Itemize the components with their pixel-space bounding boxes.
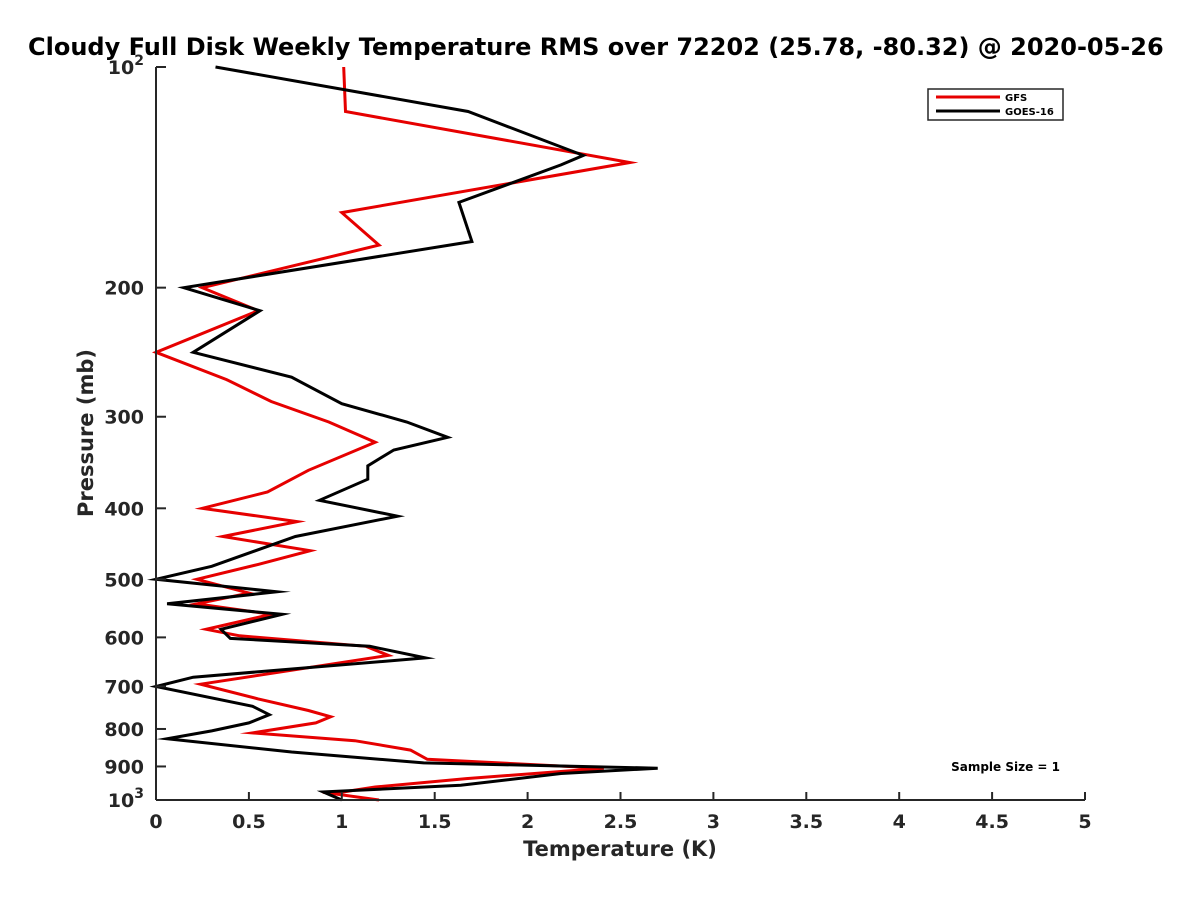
y-tick-label: 400: [104, 498, 144, 520]
x-tick-label: 3.5: [789, 811, 823, 833]
y-tick-label: 300: [104, 407, 144, 429]
legend: GFS GOES-16: [927, 88, 1064, 121]
y-tick-label: 102: [108, 53, 144, 79]
x-tick-label: 4: [893, 811, 906, 833]
x-tick-label: 1.5: [418, 811, 452, 833]
x-tick-label: 2: [521, 811, 534, 833]
x-tick-label: 5: [1078, 811, 1091, 833]
x-tick-label: 0.5: [232, 811, 266, 833]
x-tick-label: 3: [707, 811, 720, 833]
y-axis-label: Pressure (mb): [74, 349, 98, 517]
y-tick-label: 200: [104, 278, 144, 300]
legend-box: [927, 88, 1064, 121]
chart-title: Cloudy Full Disk Weekly Temperature RMS …: [28, 33, 1164, 61]
x-axis-label: Temperature (K): [523, 837, 717, 861]
series-line-gfs: [151, 66, 639, 802]
x-tick-label: 1: [335, 811, 348, 833]
axes: 0 0.5 1 1.5 2 2.5 3 3.5 4 4.5 5 102 200 300 400 500 600 7…: [104, 53, 1091, 833]
sample-size-annotation: Sample Size = 1: [951, 760, 1060, 774]
legend-label: GOES-16: [1005, 107, 1054, 118]
y-tick-label: 700: [104, 676, 144, 698]
x-tick-label: 2.5: [604, 811, 638, 833]
y-tick-label: 800: [104, 719, 144, 741]
y-tick-label: 900: [104, 756, 144, 778]
y-tick-label: 103: [108, 786, 144, 812]
x-tick-label: 0: [149, 811, 162, 833]
legend-label: GFS: [1005, 93, 1027, 104]
x-tick-label: 4.5: [975, 811, 1009, 833]
y-tick-label: 600: [104, 627, 144, 649]
series-line-goes-16: [146, 65, 658, 802]
y-tick-label: 500: [104, 569, 144, 591]
plot-area: [146, 65, 658, 802]
